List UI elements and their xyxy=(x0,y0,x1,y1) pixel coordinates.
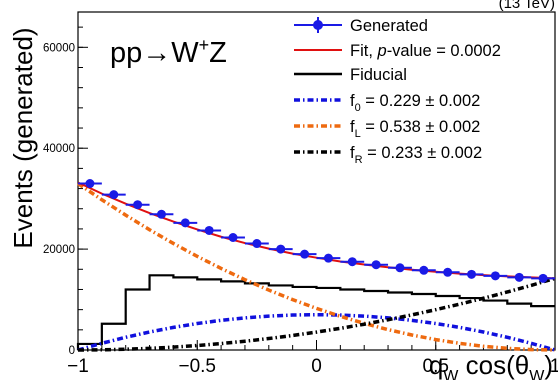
generated-point xyxy=(204,225,214,235)
y-tick-label: 20000 xyxy=(43,244,75,256)
corner-label: (13 TeV) xyxy=(499,0,555,12)
generated-point xyxy=(228,233,238,243)
legend: Generated Fit, p-value = 0.0002 Fiducial… xyxy=(294,17,501,166)
generated-point xyxy=(514,272,524,282)
generated-point xyxy=(419,265,429,275)
legend-item-fit: Fit, p-value = 0.0002 xyxy=(294,42,501,60)
legend-item-fL: fL = 0.538 ± 0.002 xyxy=(294,118,480,140)
generated-point xyxy=(180,218,190,228)
legend-item-fR: fR = 0.233 ± 0.002 xyxy=(294,144,482,166)
fiducial-histogram xyxy=(76,274,555,350)
legend-label-fR: fR = 0.233 ± 0.002 xyxy=(350,144,482,166)
generated-point xyxy=(252,239,262,249)
fR-curve xyxy=(77,276,556,352)
y-tick-label: 60000 xyxy=(43,42,75,54)
x-tick-label: 1 xyxy=(550,356,558,377)
legend-label-fL: fL = 0.538 ± 0.002 xyxy=(350,118,480,140)
generated-point xyxy=(347,257,357,267)
legend-item-fiducial: Fiducial xyxy=(294,66,407,84)
f0-curve xyxy=(77,312,556,352)
generated-point xyxy=(443,267,453,277)
generated-point xyxy=(538,273,548,283)
tick-labels: −1 −0.5 0 0.5 1 0 20000 40000 60000 xyxy=(43,42,558,377)
y-axis-title: Events (generated) xyxy=(8,27,38,248)
legend-item-f0: f0 = 0.229 ± 0.002 xyxy=(294,92,480,114)
generated-point xyxy=(371,260,381,270)
legend-label-fit: Fit, p-value = 0.0002 xyxy=(350,42,501,60)
generated-point xyxy=(109,190,119,200)
template-curves-layer xyxy=(77,182,556,352)
generated-point xyxy=(156,209,166,219)
x-tick-label: −1 xyxy=(67,356,89,377)
generated-point xyxy=(490,271,500,281)
x-axis-title: qW cos(θW) xyxy=(429,350,553,380)
generated-points-layer xyxy=(78,179,555,283)
y-tick-label: 40000 xyxy=(43,143,75,155)
legend-marker-point xyxy=(313,20,323,30)
legend-label-f0: f0 = 0.229 ± 0.002 xyxy=(350,92,480,114)
x-tick-label: 0 xyxy=(311,356,322,377)
x-tick-label: 0.5 xyxy=(423,356,449,377)
generated-point xyxy=(300,249,310,259)
legend-label-fiducial: Fiducial xyxy=(350,66,407,84)
x-tick-label: −0.5 xyxy=(178,356,216,377)
y-tick-label: 0 xyxy=(69,345,75,357)
process-annotation: pp→W+Z xyxy=(110,35,227,69)
legend-label-generated: Generated xyxy=(350,17,428,35)
generated-point xyxy=(395,263,405,273)
generated-point xyxy=(85,179,95,189)
generated-point xyxy=(467,269,477,279)
generated-point xyxy=(323,253,333,263)
fL-curve xyxy=(77,182,556,352)
fiducial-layer xyxy=(76,274,555,350)
generated-point xyxy=(133,200,143,210)
generated-point xyxy=(276,244,286,254)
legend-item-generated: Generated xyxy=(294,17,428,35)
